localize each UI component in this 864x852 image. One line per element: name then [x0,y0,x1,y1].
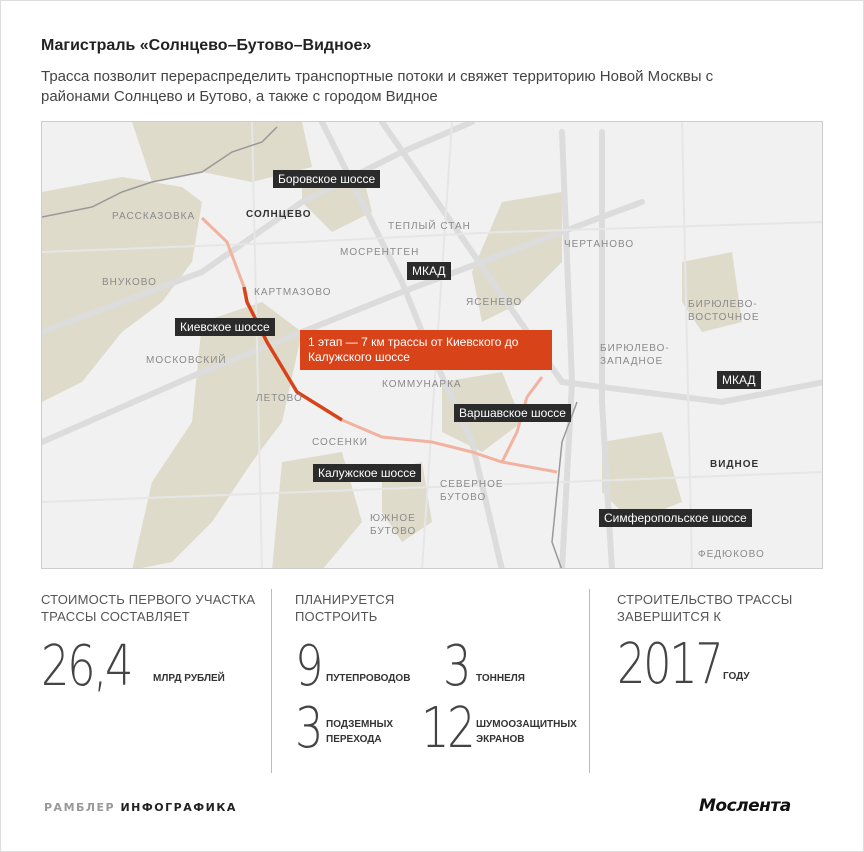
route-planned-solntsevo [200,216,246,288]
forest-area [132,302,302,568]
page-subtitle: Трасса позволит перераспределить транспо… [41,68,714,105]
place-kommunarka: КОММУНАРКА [382,379,462,390]
road-mkad [379,122,822,406]
place-teply-stan: ТЕПЛЫЙ СТАН [388,221,471,232]
planned-heading: Планируется построить [295,592,395,624]
road-label-mkad-east: МКАД [717,371,761,389]
page-title: Магистраль «Солнцево–Бутово–Видное» [41,37,372,54]
place-vidnoe: ВИДНОЕ [710,459,760,470]
place-sosenki: СОСЕНКИ [312,437,368,448]
completion-heading: Строительство трассы завершится к [617,592,793,624]
rambler-infographics-brand: РАМБЛЕР ИНФОГРАФИКА [44,801,237,814]
brand-bold: ИНФОГРАФИКА [120,801,237,814]
place-yasenevo: ЯСЕНЕВО [466,297,523,308]
noise-barriers-value: 12 [421,696,476,761]
divider [589,589,590,773]
place-solntsevo: СОЛНЦЕВО [246,209,312,220]
brand-light: РАМБЛЕР [44,801,116,814]
completion-unit: году [723,671,750,682]
road-label-kievskoe: Киевское шоссе [175,318,275,336]
stage-1-callout: 1 этап — 7 км трассы от Киевского до Кал… [300,330,552,370]
forest-area [382,462,432,542]
moscow-boundary [42,126,278,218]
route-stage-1 [242,286,343,422]
road-label-mkad-west: МКАД [407,262,451,280]
underpasses-value: 3 [295,696,323,761]
place-mosrentgen: МОСРЕНТГЕН [340,247,420,258]
cost-unit: млрд рублей [153,673,225,684]
forest-area [682,252,742,332]
road-borovskoe [42,122,475,335]
road-label-borovskoe: Боровское шоссе [273,170,381,188]
road-kievskoe [42,199,645,445]
road-label-kaluzhskoe: Калужское шоссе [313,464,421,482]
place-vnukovo: ВНУКОВО [102,277,157,288]
place-rasskazovka: РАССКАЗОВКА [112,211,196,222]
overpasses-unit: путепроводов [326,673,411,684]
underpasses-unit: подземных перехода [326,719,394,745]
tunnels-value: 3 [443,634,471,699]
place-chertanovo: ЧЕРТАНОВО [564,239,635,250]
place-fedyukovo: ФЕДЮКОВО [698,549,765,560]
moslenta-logo: Мослента [699,796,791,816]
route-map: РАССКАЗОВКА СОЛНЦЕВО ТЕПЛЫЙ СТАН МОСРЕНТ… [41,121,823,569]
divider [271,589,272,773]
road-label-varshavskoe: Варшавское шоссе [454,404,571,422]
forest-area [602,432,682,522]
place-severnoe-butovo: СЕВЕРНОЕ БУТОВО [440,479,504,503]
overpasses-value: 9 [295,634,323,699]
place-letovo: ЛЕТОВО [256,393,303,404]
moscow-boundary [551,401,578,568]
road-varshavskoe [559,129,576,568]
forest-area [42,177,202,402]
place-moskovsky: МОСКОВСКИЙ [146,355,227,366]
route-planned-butovo [341,418,558,474]
noise-barriers-unit: шумоозащитных экранов [476,719,577,745]
road-label-simferopolskoe: Симферопольское шоссе [599,509,752,527]
minor-roads [42,122,822,568]
tunnels-unit: тоннеля [476,673,525,684]
place-yuzhnoe-butovo: ЮЖНОЕ БУТОВО [370,513,417,537]
completion-value: 2017 [617,632,724,697]
place-biryulevo-vostochnoe: БИРЮЛЕВО-ВОСТОЧНОЕ [688,299,760,323]
cost-value: 26,4 [41,634,134,699]
place-kartmazovo: КАРТМАЗОВО [254,287,332,298]
place-biryulevo-zapadnoe: БИРЮЛЕВО-ЗАПАДНОЕ [600,343,670,367]
cost-heading: Стоимость первого участка трассы составл… [41,592,256,624]
